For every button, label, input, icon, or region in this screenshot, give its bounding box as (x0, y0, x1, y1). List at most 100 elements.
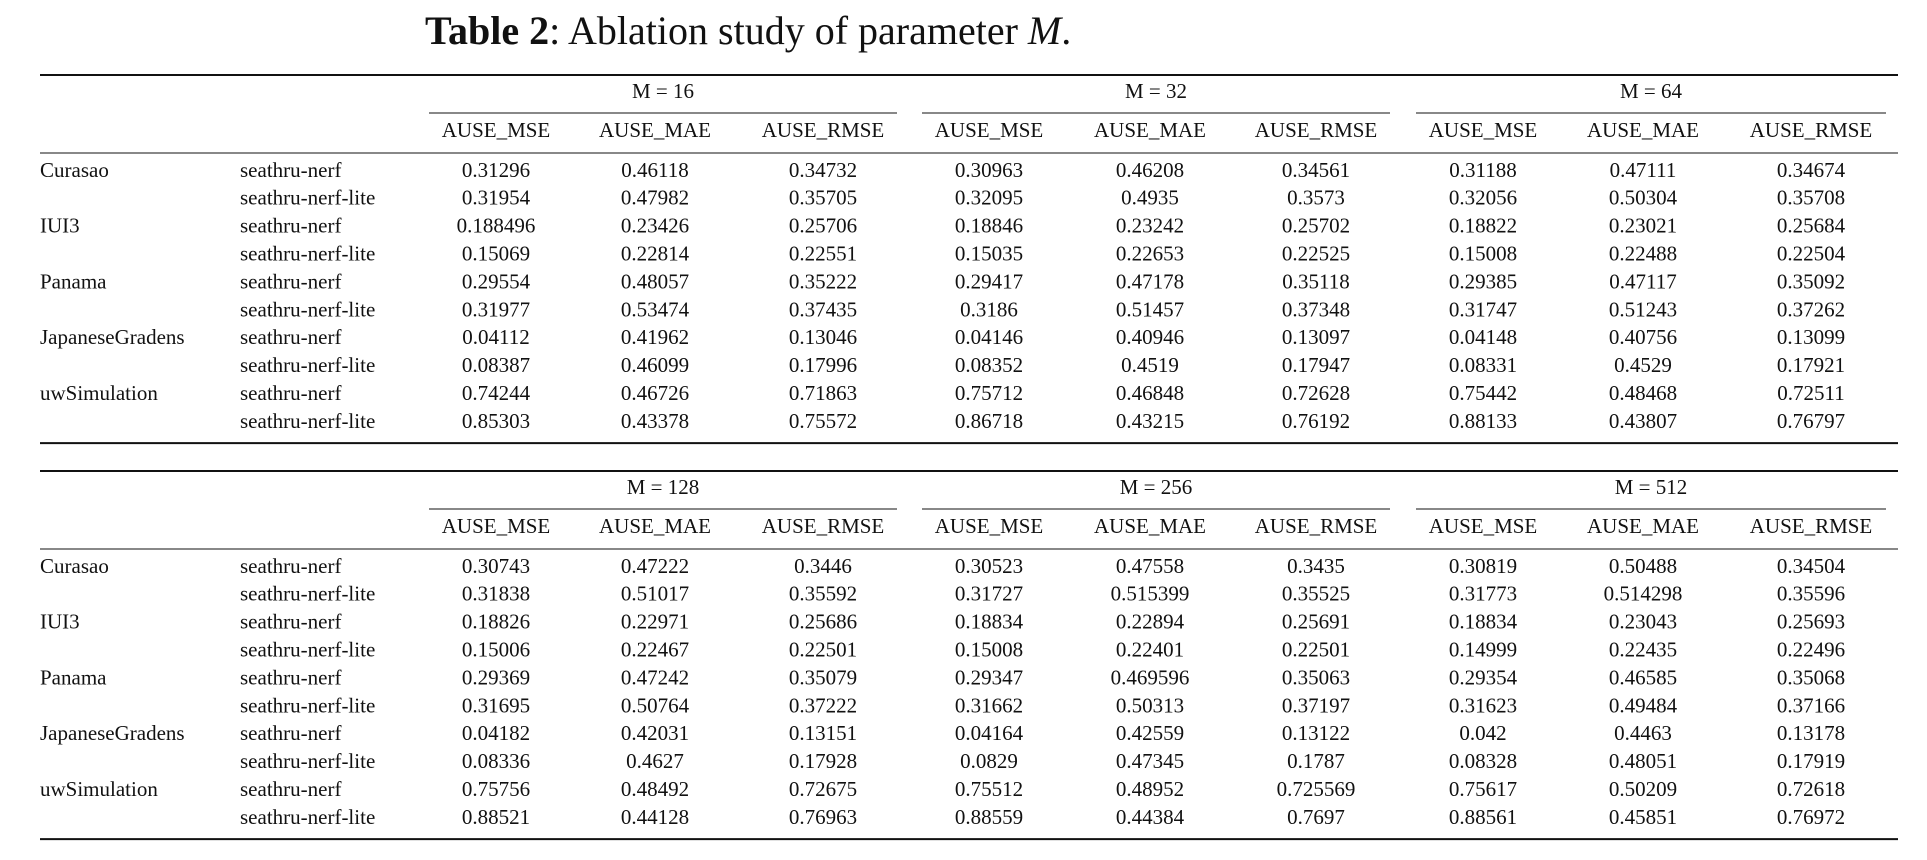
column-header: AUSE_MSE (935, 514, 1044, 538)
dataset-name: IUI3 (40, 610, 80, 634)
cell-value: 0.14999 (1449, 638, 1517, 662)
cell-value: 0.47345 (1116, 749, 1184, 773)
cell-value: 0.41962 (621, 325, 689, 349)
cell-value: 0.0829 (960, 749, 1018, 773)
cell-value: 0.18822 (1449, 214, 1517, 238)
cell-value: 0.4627 (626, 749, 684, 773)
dataset-name: IUI3 (40, 214, 80, 238)
cell-value: 0.35592 (789, 582, 857, 606)
cell-value: 0.13178 (1777, 721, 1845, 745)
cell-value: 0.04182 (462, 721, 530, 745)
cell-value: 0.15069 (462, 242, 530, 266)
cell-value: 0.51457 (1116, 297, 1184, 321)
cell-value: 0.40946 (1116, 325, 1184, 349)
cell-value: 0.17928 (789, 749, 857, 773)
cell-value: 0.37197 (1282, 693, 1350, 717)
cell-value: 0.25702 (1282, 214, 1350, 238)
cell-value: 0.48952 (1116, 777, 1184, 801)
cell-value: 0.50209 (1609, 777, 1677, 801)
cell-value: 0.76797 (1777, 409, 1845, 433)
dataset-name: JapaneseGradens (40, 325, 185, 349)
cell-value: 0.04164 (955, 721, 1024, 745)
cell-value: 0.76192 (1282, 409, 1350, 433)
cell-value: 0.50764 (621, 693, 690, 717)
column-header: AUSE_RMSE (762, 118, 885, 142)
cell-value: 0.31747 (1449, 297, 1517, 321)
cell-value: 0.3573 (1287, 186, 1345, 210)
cell-value: 0.4519 (1121, 353, 1179, 377)
cell-value: 0.04112 (462, 325, 529, 349)
cell-value: 0.25686 (789, 610, 857, 634)
cell-value: 0.18826 (462, 610, 530, 634)
method-name: seathru-nerf (240, 721, 341, 745)
caption-label: Table 2 (425, 8, 549, 53)
cell-value: 0.42559 (1116, 721, 1184, 745)
cell-value: 0.37222 (789, 693, 857, 717)
cell-value: 0.469596 (1111, 665, 1190, 689)
dataset-name: Curasao (40, 554, 109, 578)
method-name: seathru-nerf (240, 269, 341, 293)
cell-value: 0.53474 (621, 297, 690, 321)
method-name: seathru-nerf (240, 325, 341, 349)
cell-value: 0.50488 (1609, 554, 1677, 578)
cell-value: 0.3186 (960, 297, 1018, 321)
cell-value: 0.71863 (789, 381, 857, 405)
cell-value: 0.88521 (462, 805, 530, 829)
cell-value: 0.31695 (462, 693, 530, 717)
cell-value: 0.44384 (1116, 805, 1185, 829)
column-header: AUSE_RMSE (1750, 118, 1873, 142)
method-name: seathru-nerf-lite (240, 582, 375, 606)
cell-value: 0.37166 (1777, 693, 1845, 717)
cell-value: 0.4463 (1614, 721, 1672, 745)
dataset-name: uwSimulation (40, 777, 158, 801)
cell-value: 0.17919 (1777, 749, 1845, 773)
cell-value: 0.34504 (1777, 554, 1846, 578)
cell-value: 0.75512 (955, 777, 1023, 801)
method-name: seathru-nerf (240, 777, 341, 801)
cell-value: 0.76972 (1777, 805, 1845, 829)
cell-value: 0.17996 (789, 353, 857, 377)
cell-value: 0.4935 (1121, 186, 1179, 210)
cell-value: 0.30963 (955, 158, 1023, 182)
column-header: AUSE_MAE (599, 118, 711, 142)
cell-value: 0.35063 (1282, 665, 1350, 689)
cell-value: 0.49484 (1609, 693, 1678, 717)
caption-symbol: M (1027, 8, 1064, 53)
cell-value: 0.30523 (955, 554, 1023, 578)
column-header: AUSE_RMSE (1255, 514, 1378, 538)
cell-value: 0.48468 (1609, 381, 1677, 405)
cell-value: 0.85303 (462, 409, 530, 433)
method-name: seathru-nerf-lite (240, 693, 375, 717)
cell-value: 0.18834 (1449, 610, 1518, 634)
column-header: AUSE_MSE (1429, 514, 1538, 538)
cell-value: 0.15006 (462, 638, 530, 662)
cell-value: 0.44128 (621, 805, 689, 829)
cell-value: 0.22501 (789, 638, 857, 662)
cell-value: 0.72675 (789, 777, 857, 801)
method-name: seathru-nerf-lite (240, 186, 375, 210)
method-name: seathru-nerf (240, 610, 341, 634)
cell-value: 0.35525 (1282, 582, 1350, 606)
cell-value: 0.08331 (1449, 353, 1517, 377)
cell-value: 0.47558 (1116, 554, 1184, 578)
dataset-name: Curasao (40, 158, 109, 182)
caption-text: : Ablation study of parameter (549, 8, 1018, 53)
cell-value: 0.31188 (1449, 158, 1516, 182)
cell-value: 0.48051 (1609, 749, 1677, 773)
cell-value: 0.72618 (1777, 777, 1845, 801)
cell-value: 0.75442 (1449, 381, 1517, 405)
cell-value: 0.43378 (621, 409, 689, 433)
cell-value: 0.40756 (1609, 325, 1677, 349)
cell-value: 0.88559 (955, 805, 1023, 829)
cell-value: 0.43215 (1116, 409, 1184, 433)
cell-value: 0.31954 (462, 186, 531, 210)
cell-value: 0.35708 (1777, 186, 1845, 210)
cell-value: 0.22501 (1282, 638, 1350, 662)
cell-value: 0.22401 (1116, 638, 1184, 662)
cell-value: 0.47982 (621, 186, 689, 210)
cell-value: 0.23242 (1116, 214, 1184, 238)
cell-value: 0.22504 (1777, 242, 1846, 266)
cell-value: 0.22435 (1609, 638, 1677, 662)
cell-value: 0.13099 (1777, 325, 1845, 349)
